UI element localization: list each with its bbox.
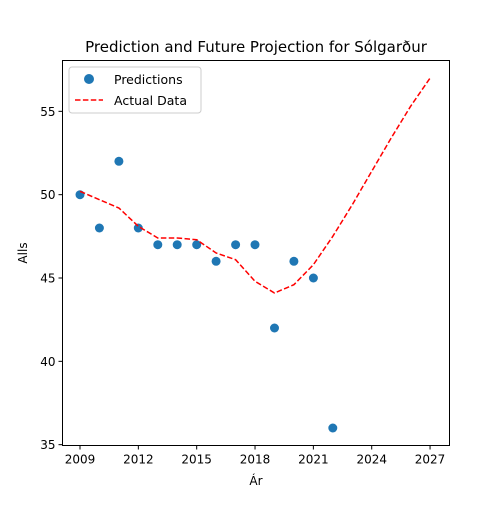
data-point-predictions xyxy=(94,223,104,233)
legend-label-actual-data: Actual Data xyxy=(114,93,187,108)
chart-title: Prediction and Future Projection for Sól… xyxy=(85,38,428,56)
legend-box xyxy=(68,66,202,114)
x-tick-label: 2021 xyxy=(298,453,329,467)
data-point-predictions xyxy=(192,240,202,250)
legend-label-predictions: Predictions xyxy=(114,72,183,87)
y-tick-label: 40 xyxy=(40,355,55,369)
data-point-predictions xyxy=(308,273,318,283)
data-point-predictions xyxy=(153,240,163,250)
data-point-predictions xyxy=(250,240,260,250)
data-point-predictions xyxy=(289,256,299,266)
x-axis-label: Ár xyxy=(249,473,262,488)
data-point-predictions xyxy=(133,223,143,233)
y-tick-label: 35 xyxy=(40,438,55,452)
legend-marker-predictions xyxy=(84,74,94,84)
y-tick-label: 45 xyxy=(40,272,55,286)
y-tick-label: 55 xyxy=(40,105,55,119)
x-tick-label: 2012 xyxy=(123,453,154,467)
x-tick-label: 2018 xyxy=(240,453,271,467)
axis-ticks: 2009 2012 2015 2018 2021 2024 2027 35 40 45 50 55 xyxy=(40,105,445,467)
axes-frame xyxy=(62,60,450,446)
x-tick-label: 2024 xyxy=(356,453,387,467)
data-point-predictions xyxy=(270,323,279,333)
legend: Predictions Actual Data xyxy=(68,66,202,114)
x-tick-label: 2015 xyxy=(181,453,212,467)
data-point-predictions xyxy=(172,240,182,250)
x-tick-label: 2009 xyxy=(65,453,96,467)
data-point-predictions xyxy=(231,240,241,250)
data-point-predictions xyxy=(328,423,338,433)
data-point-predictions xyxy=(114,156,124,166)
plot-area xyxy=(75,77,431,433)
data-point-predictions xyxy=(211,256,221,266)
y-axis-label: Alls xyxy=(16,242,30,263)
y-tick-label: 50 xyxy=(40,188,55,202)
x-tick-label: 2027 xyxy=(415,453,446,467)
